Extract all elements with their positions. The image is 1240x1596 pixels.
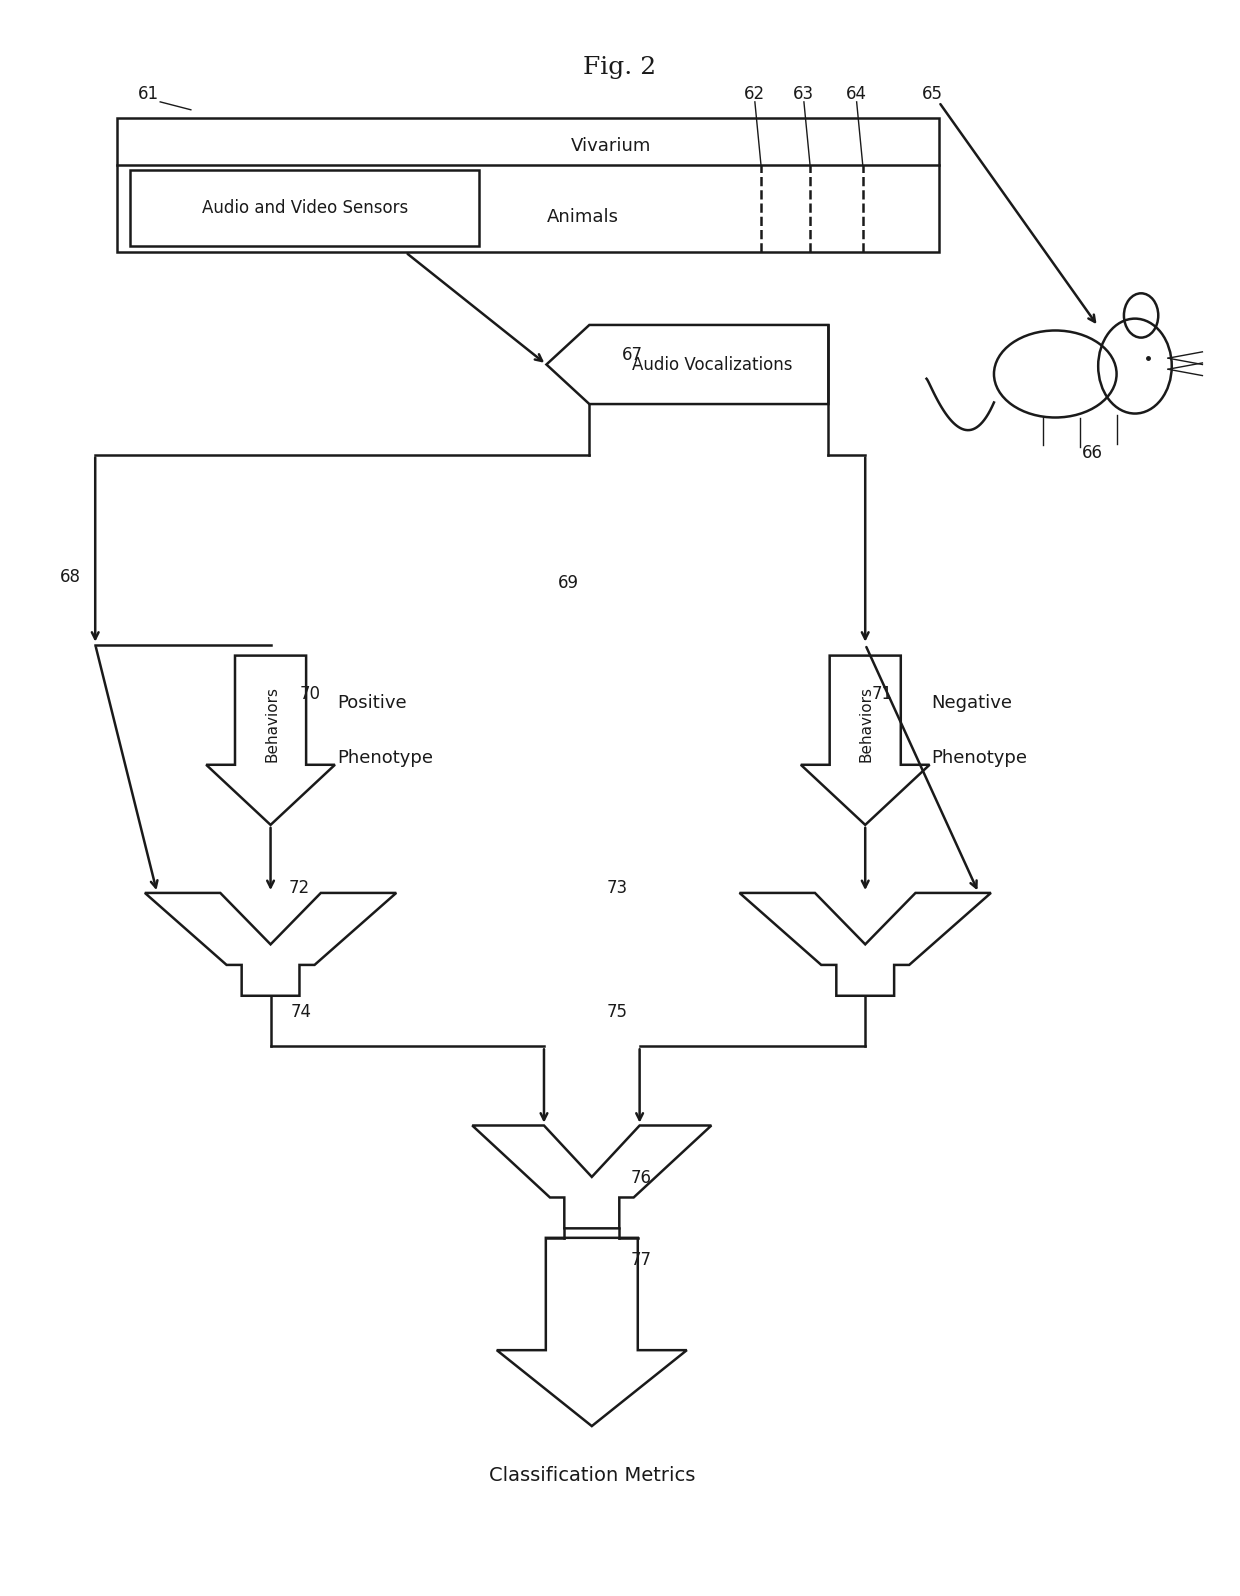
- Text: 69: 69: [558, 575, 579, 592]
- Bar: [118, 118, 939, 252]
- Text: 77: 77: [630, 1251, 651, 1269]
- Text: Classification Metrics: Classification Metrics: [489, 1465, 694, 1484]
- Text: Phenotype: Phenotype: [337, 750, 433, 768]
- Text: Behaviors: Behaviors: [859, 686, 874, 763]
- Text: 71: 71: [872, 685, 893, 702]
- Text: Negative: Negative: [931, 694, 1012, 712]
- Text: Audio Vocalizations: Audio Vocalizations: [631, 356, 792, 373]
- Text: Phenotype: Phenotype: [931, 750, 1028, 768]
- Text: Fig. 2: Fig. 2: [584, 56, 656, 78]
- Text: 64: 64: [846, 85, 867, 104]
- Text: 61: 61: [138, 85, 159, 104]
- Text: Vivarium: Vivarium: [570, 137, 651, 155]
- Text: 73: 73: [608, 879, 629, 897]
- Text: 72: 72: [288, 879, 309, 897]
- Bar: [129, 169, 479, 246]
- Text: 74: 74: [290, 1002, 311, 1020]
- Text: 68: 68: [61, 568, 81, 586]
- Text: 66: 66: [1081, 444, 1102, 463]
- Text: Behaviors: Behaviors: [264, 686, 279, 763]
- Text: Animals: Animals: [547, 209, 619, 227]
- Text: Audio and Video Sensors: Audio and Video Sensors: [202, 200, 408, 217]
- Text: 63: 63: [794, 85, 815, 104]
- Text: 67: 67: [621, 346, 642, 364]
- Text: 76: 76: [630, 1168, 651, 1187]
- Text: 65: 65: [923, 85, 944, 104]
- Text: 62: 62: [744, 85, 765, 104]
- Text: 70: 70: [299, 685, 320, 702]
- Text: Positive: Positive: [337, 694, 407, 712]
- Text: 75: 75: [608, 1002, 627, 1020]
